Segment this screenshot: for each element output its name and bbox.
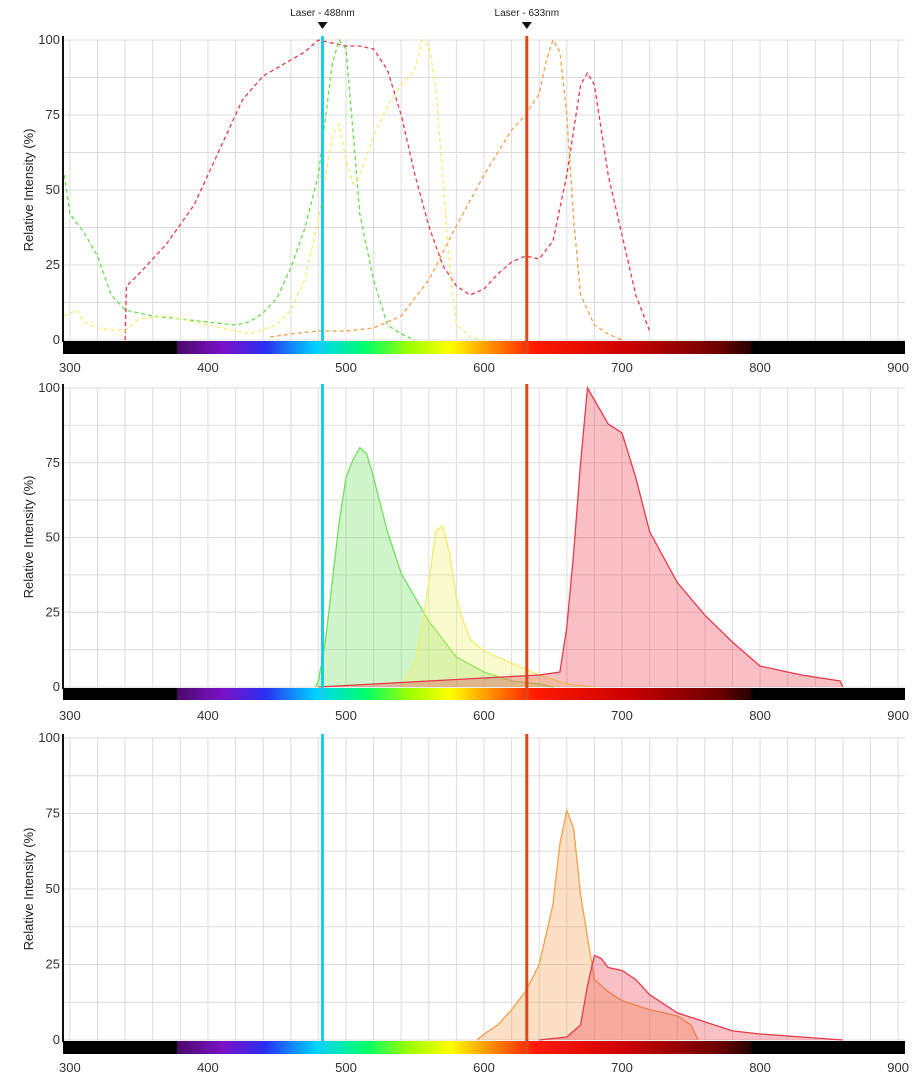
y-tick-label: 75	[46, 455, 60, 470]
series-outline-1	[476, 808, 699, 1041]
series-outline-3	[318, 385, 844, 688]
grid	[63, 737, 905, 1041]
y-tick-label: 100	[38, 730, 60, 745]
x-tick-label: 400	[197, 1060, 219, 1075]
series-outline-2	[400, 524, 595, 688]
x-tick-label: 300	[59, 708, 81, 723]
y-tick-label: 0	[53, 679, 60, 694]
laser-marker-triangle-icon	[317, 22, 328, 29]
y-axis-label: Relative Intensity (%)	[21, 476, 36, 599]
x-tick-label: 600	[473, 1060, 495, 1075]
x-tick-label: 900	[887, 1060, 909, 1075]
laser-label: Laser - 488nm	[290, 8, 354, 19]
series-area-3	[318, 388, 843, 687]
x-tick-label: 900	[887, 360, 909, 375]
x-tick-label: 300	[59, 1060, 81, 1075]
x-tick-label: 400	[197, 360, 219, 375]
wavelength-spectrum-bar	[63, 341, 905, 354]
y-tick-label: 25	[46, 257, 60, 272]
x-tick-label: 600	[473, 708, 495, 723]
y-tick-label: 50	[46, 881, 60, 896]
x-tick-label: 600	[473, 360, 495, 375]
x-tick-label: 500	[335, 360, 357, 375]
y-tick-label: 50	[46, 182, 60, 197]
series-line-3	[64, 38, 485, 341]
grid	[63, 39, 905, 341]
x-tick-label: 900	[887, 708, 909, 723]
series-outline-1	[315, 446, 554, 688]
laser-1: Laser - 488nm	[290, 8, 355, 1054]
series-line-1	[124, 39, 651, 341]
y-tick-label: 25	[46, 604, 60, 619]
x-tick-label: 700	[611, 360, 633, 375]
x-tick-label: 800	[749, 1060, 771, 1075]
x-tick-label: 400	[197, 708, 219, 723]
grid	[63, 387, 905, 688]
x-tick-label: 500	[335, 708, 357, 723]
y-axis-label: Relative Intensity (%)	[21, 828, 36, 951]
y-tick-label: 0	[53, 332, 60, 347]
x-tick-label: 800	[749, 708, 771, 723]
x-tick-label: 800	[749, 360, 771, 375]
wavelength-spectrum-bar	[63, 1041, 905, 1054]
series-line-2	[63, 38, 416, 341]
y-tick-label: 100	[38, 32, 60, 47]
laser-2: Laser - 633nm	[495, 8, 559, 1054]
x-tick-label: 500	[335, 1060, 357, 1075]
y-tick-label: 50	[46, 530, 60, 545]
wavelength-spectrum-bar	[63, 688, 905, 700]
y-axis-label: Relative Intensity (%)	[21, 129, 36, 252]
series-area-2	[401, 525, 595, 687]
laser-marker-triangle-icon	[521, 22, 532, 29]
series-group	[476, 808, 843, 1041]
y-tick-label: 100	[38, 380, 60, 395]
x-tick-label: 300	[59, 360, 81, 375]
y-tick-label: 75	[46, 107, 60, 122]
laser-label: Laser - 633nm	[495, 8, 559, 19]
x-tick-label: 700	[611, 708, 633, 723]
series-outline-2	[539, 954, 843, 1041]
spectrum-panel-3: 0 25 50 75 100 Relative Intensity (%) 300 400 50…	[21, 730, 909, 1075]
y-tick-label: 75	[46, 806, 60, 821]
spectrum-panel-2: 0 25 50 75 100 Relative Intensity (%) 300 400 50…	[21, 380, 909, 723]
y-tick-label: 0	[53, 1032, 60, 1047]
x-tick-label: 700	[611, 1060, 633, 1075]
series-area-2	[539, 955, 843, 1040]
y-tick-label: 25	[46, 957, 60, 972]
spectrum-panel-1: 0 25 50 75 100 Relative Intensity (%) 300 400 50…	[21, 32, 909, 375]
series-area-1	[315, 447, 553, 687]
series-area-1	[477, 810, 698, 1040]
series-group	[315, 385, 844, 688]
